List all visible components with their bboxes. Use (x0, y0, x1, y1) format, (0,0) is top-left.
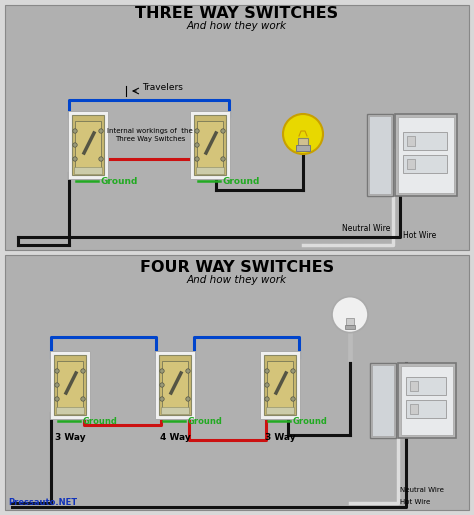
Bar (395, 114, 457, 196)
Text: Pressauto.NET: Pressauto.NET (8, 498, 77, 507)
Bar (190, 111, 230, 179)
Circle shape (291, 397, 295, 401)
Text: 3 Way: 3 Way (264, 433, 295, 441)
Bar (398, 363, 456, 438)
Bar (260, 351, 300, 419)
Circle shape (81, 397, 85, 401)
Bar (298, 138, 308, 146)
Bar (407, 159, 415, 169)
Bar (196, 167, 224, 174)
Circle shape (73, 157, 77, 161)
Bar (267, 361, 293, 409)
Circle shape (221, 129, 225, 133)
Text: Internal workings of  the
Three Way Switches: Internal workings of the Three Way Switc… (107, 129, 193, 142)
Circle shape (186, 369, 190, 373)
Text: Neutral Wire: Neutral Wire (400, 487, 444, 493)
Bar (410, 404, 418, 414)
Circle shape (55, 369, 59, 373)
Bar (372, 365, 394, 436)
Bar (74, 167, 102, 174)
Text: Ground: Ground (101, 177, 138, 185)
Bar (407, 136, 415, 146)
Circle shape (160, 369, 164, 373)
Circle shape (55, 397, 59, 401)
Bar (403, 155, 447, 173)
Circle shape (291, 369, 295, 373)
Text: Travelers: Travelers (142, 83, 183, 93)
Bar (296, 145, 310, 151)
Bar (406, 400, 446, 418)
Bar (162, 361, 188, 409)
Text: And how they work: And how they work (187, 275, 287, 285)
Text: Hot Wire: Hot Wire (400, 499, 430, 505)
Text: Ground: Ground (83, 417, 118, 425)
Text: Ground: Ground (223, 177, 260, 185)
Circle shape (332, 297, 368, 333)
Circle shape (99, 157, 103, 161)
Bar (75, 121, 101, 169)
Circle shape (195, 157, 199, 161)
Bar (369, 116, 391, 194)
Bar (161, 407, 189, 414)
Text: 4 Way: 4 Way (160, 433, 191, 441)
Bar (68, 111, 108, 179)
Circle shape (265, 383, 269, 387)
Bar (155, 351, 195, 419)
Text: Neutral Wire: Neutral Wire (342, 224, 390, 233)
Circle shape (73, 143, 77, 147)
Circle shape (186, 397, 190, 401)
Text: FOUR WAY SWITCHES: FOUR WAY SWITCHES (140, 260, 334, 274)
Circle shape (195, 129, 199, 133)
Circle shape (265, 369, 269, 373)
Bar (197, 121, 223, 169)
Circle shape (160, 397, 164, 401)
Bar (410, 381, 418, 391)
Circle shape (195, 143, 199, 147)
Text: And how they work: And how they work (187, 21, 287, 31)
Text: THREE WAY SWITCHES: THREE WAY SWITCHES (136, 6, 338, 21)
Bar (56, 407, 84, 414)
Circle shape (221, 157, 225, 161)
Bar (345, 324, 355, 329)
Circle shape (265, 397, 269, 401)
Bar (50, 351, 90, 419)
Bar (264, 355, 296, 415)
Bar (5, 255, 469, 510)
Bar (346, 318, 354, 325)
Bar (370, 363, 396, 438)
Text: Ground: Ground (188, 417, 223, 425)
Bar (57, 361, 83, 409)
Bar (159, 355, 191, 415)
Bar (194, 115, 226, 175)
Bar (54, 355, 86, 415)
Circle shape (73, 129, 77, 133)
Bar (401, 366, 453, 435)
Circle shape (81, 369, 85, 373)
Bar (406, 377, 446, 395)
Circle shape (160, 383, 164, 387)
Circle shape (99, 129, 103, 133)
Bar (398, 117, 454, 193)
Text: 3 Way: 3 Way (55, 433, 85, 441)
Bar (5, 5, 469, 250)
Bar (403, 132, 447, 150)
Bar (72, 115, 104, 175)
Bar (266, 407, 294, 414)
Circle shape (283, 114, 323, 154)
Circle shape (55, 383, 59, 387)
Bar (367, 114, 393, 196)
Text: Ground: Ground (293, 417, 328, 425)
Text: Hot Wire: Hot Wire (403, 231, 436, 240)
